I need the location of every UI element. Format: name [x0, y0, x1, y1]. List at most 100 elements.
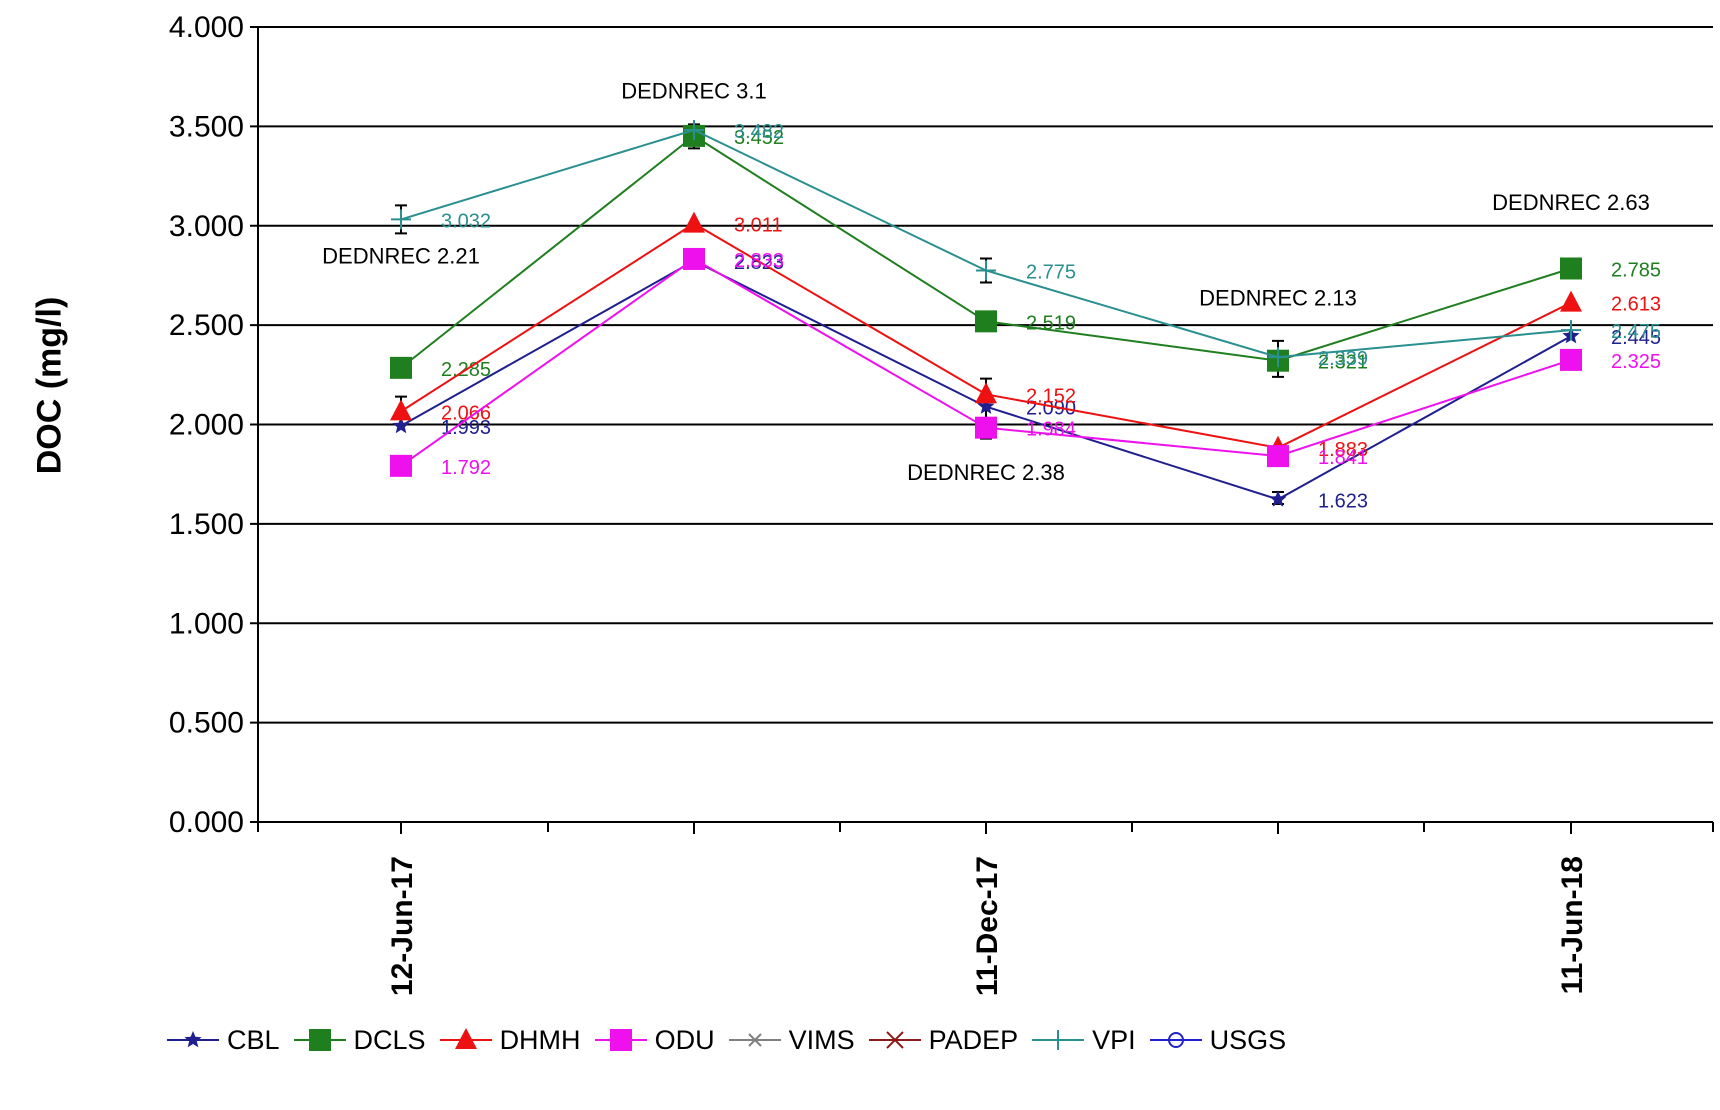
legend-marker — [308, 1029, 331, 1051]
data-label: 3.032 — [441, 210, 491, 232]
legend-label: ODU — [654, 1024, 715, 1055]
series-odu: 1.792 2.833 1.984 1.841 2.325 — [390, 247, 1661, 479]
legend-item-vims: VIMS — [727, 1025, 855, 1056]
x-tick-label: 11-Jun-18 — [1556, 856, 1589, 994]
data-point — [392, 416, 410, 434]
data-label: 1.623 — [1318, 490, 1368, 512]
data-point — [977, 397, 995, 414]
legend-item-odu: ODU — [593, 1025, 715, 1056]
legend-swatch — [868, 1031, 921, 1049]
data-label: 3.452 — [734, 127, 784, 149]
data-point — [1268, 347, 1288, 368]
legend-swatch — [439, 1028, 492, 1049]
data-point — [390, 399, 412, 421]
legend-swatch — [728, 1033, 781, 1047]
data-point — [1561, 320, 1581, 341]
data-point — [683, 211, 705, 233]
data-label: 2.833 — [734, 250, 784, 272]
y-tick-label: 4.000 — [169, 11, 244, 44]
data-label: 1.792 — [441, 457, 491, 479]
data-label: 2.152 — [1026, 385, 1076, 407]
data-label: 2.785 — [1611, 259, 1661, 281]
data-label: 2.339 — [1318, 348, 1368, 370]
legend-label: CBL — [227, 1024, 280, 1055]
legend-swatch — [594, 1029, 647, 1051]
legend-item-dcls: DCLS — [292, 1025, 426, 1056]
legend-marker — [454, 1028, 477, 1049]
annotation: DEDNREC 2.38 — [907, 460, 1065, 485]
data-point — [391, 209, 411, 230]
legend-swatch — [1149, 1032, 1202, 1048]
series-line — [400, 134, 1572, 369]
data-point — [390, 356, 412, 379]
data-point — [390, 454, 412, 477]
y-tick-label: 1.000 — [169, 607, 244, 640]
y-tick-label: 1.500 — [169, 508, 244, 541]
data-label: 1.841 — [1318, 447, 1368, 469]
data-point — [1267, 445, 1289, 468]
y-tick-label: 0.000 — [169, 806, 244, 839]
data-point — [684, 119, 704, 140]
legend-label: VIMS — [788, 1024, 855, 1055]
data-point — [976, 260, 996, 281]
legend-item-cbl: CBL — [165, 1025, 280, 1056]
data-point — [975, 310, 997, 333]
data-point — [1560, 348, 1582, 371]
data-point — [1269, 490, 1287, 507]
x-tick-label: 11-Dec-17 — [971, 856, 1004, 996]
data-point — [975, 382, 997, 404]
data-label: 2.475 — [1611, 321, 1661, 343]
annotation: DEDNREC 2.63 — [1492, 190, 1650, 215]
legend-label: DCLS — [353, 1024, 426, 1055]
legend-label: DHMH — [499, 1024, 581, 1055]
y-axis-label: DOC (mg/l) — [30, 296, 69, 474]
legend-marker — [609, 1029, 632, 1051]
data-point — [683, 247, 705, 270]
legend-label: PADEP — [928, 1024, 1019, 1055]
legend-marker — [885, 1031, 904, 1049]
data-label: 1.883 — [1318, 439, 1368, 461]
legend-item-usgs: USGS — [1148, 1024, 1287, 1056]
legend: CBL DCLS DHMH ODU VIMS PADEP VPI USGS — [165, 1020, 1286, 1060]
legend-marker — [1048, 1030, 1069, 1050]
legend-swatch — [167, 1031, 219, 1048]
annotation: DEDNREC 2.13 — [1199, 285, 1357, 310]
data-label: 2.321 — [1318, 352, 1368, 374]
legend-swatch — [1032, 1030, 1085, 1050]
data-label: 2.066 — [441, 402, 491, 424]
data-label: 1.993 — [441, 417, 491, 439]
data-label: 2.519 — [1026, 312, 1076, 334]
series-vpi: 3.032 3.482 2.775 2.339 2.475 — [391, 119, 1661, 370]
legend-item-padep: PADEP — [867, 1024, 1019, 1056]
y-tick-label: 2.500 — [169, 309, 244, 342]
annotation: DEDNREC 3.1 — [621, 79, 766, 104]
data-label: 2.775 — [1026, 261, 1076, 283]
x-tick-label: 12-Jun-17 — [386, 856, 419, 996]
data-point — [1560, 257, 1582, 280]
data-point — [1560, 290, 1582, 312]
legend-marker — [746, 1033, 763, 1047]
data-label: 3.482 — [734, 121, 784, 143]
legend-item-dhmh: DHMH — [438, 1025, 581, 1056]
y-axis-label-container: DOC (mg/l) — [20, 220, 80, 550]
legend-label: VPI — [1092, 1024, 1136, 1055]
y-tick-label: 3.500 — [169, 110, 244, 143]
data-label: 2.613 — [1611, 294, 1661, 316]
legend-item-vpi: VPI — [1030, 1025, 1136, 1056]
legend-marker — [184, 1031, 202, 1048]
y-tick-label: 0.500 — [169, 707, 244, 740]
legend-marker — [1167, 1032, 1184, 1048]
y-tick-label: 3.000 — [169, 210, 244, 243]
legend-label: USGS — [1209, 1024, 1287, 1055]
series-dhmh: 2.066 3.011 2.152 1.883 2.613 — [390, 211, 1661, 461]
data-label: 1.984 — [1026, 419, 1076, 441]
annotation: DEDNREC 2.21 — [322, 244, 480, 269]
data-point — [975, 416, 997, 439]
data-label: 2.325 — [1611, 351, 1661, 373]
legend-swatch — [293, 1029, 346, 1051]
y-tick-label: 2.000 — [169, 409, 244, 442]
data-label: 3.011 — [734, 215, 783, 237]
data-label: 2.445 — [1611, 327, 1661, 349]
